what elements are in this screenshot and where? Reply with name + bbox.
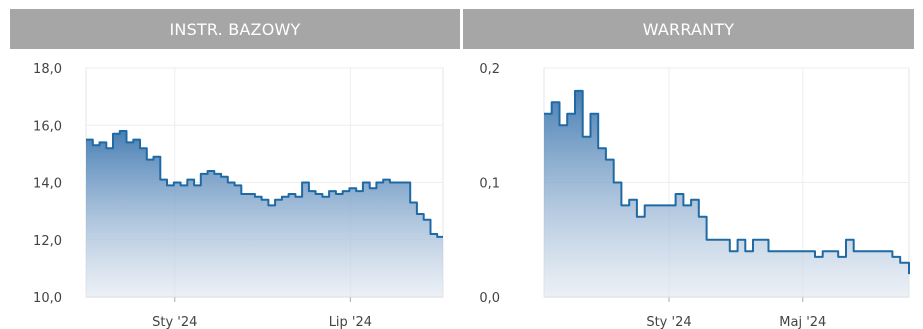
y-tick-label: 0,0 <box>479 291 500 306</box>
underlying-instrument-header-label: INSTR. BAZOWY <box>169 19 301 39</box>
warrant-price-chart: 0,2 0,1 0,0 Sty '24 Maj '24 <box>479 62 910 329</box>
series-area <box>544 90 909 298</box>
x-tick-label: Maj '24 <box>779 315 826 329</box>
warrant-chart-panel: 0,2 0,1 0,0 Sty '24 Maj '24 <box>462 52 923 329</box>
series-area <box>86 131 443 297</box>
y-tick-label: 18,0 <box>33 62 62 77</box>
y-tick-label: 14,0 <box>33 177 62 192</box>
y-tick-label: 10,0 <box>33 291 62 306</box>
series-line <box>86 130 443 238</box>
x-tick-label: Sty '24 <box>152 315 197 329</box>
y-tick-label: 12,0 <box>33 234 62 249</box>
warrants-header-label: WARRANTY <box>642 19 735 39</box>
underlying-price-chart: 18,0 16,0 14,0 12,0 10,0 Sty '24 Lip '24 <box>33 62 444 329</box>
x-tick-label: Lip '24 <box>329 315 372 329</box>
top-link-strip <box>10 0 310 8</box>
underlying-chart-panel: 18,0 16,0 14,0 12,0 10,0 Sty '24 Lip '24 <box>0 52 460 329</box>
series-line <box>544 89 910 275</box>
y-tick-label: 0,2 <box>479 62 500 77</box>
y-tick-label: 0,1 <box>479 177 500 192</box>
x-tick-label: Sty '24 <box>646 315 691 329</box>
warrants-header: WARRANTY <box>463 9 914 49</box>
y-tick-label: 16,0 <box>33 119 62 134</box>
underlying-instrument-header: INSTR. BAZOWY <box>10 9 460 49</box>
